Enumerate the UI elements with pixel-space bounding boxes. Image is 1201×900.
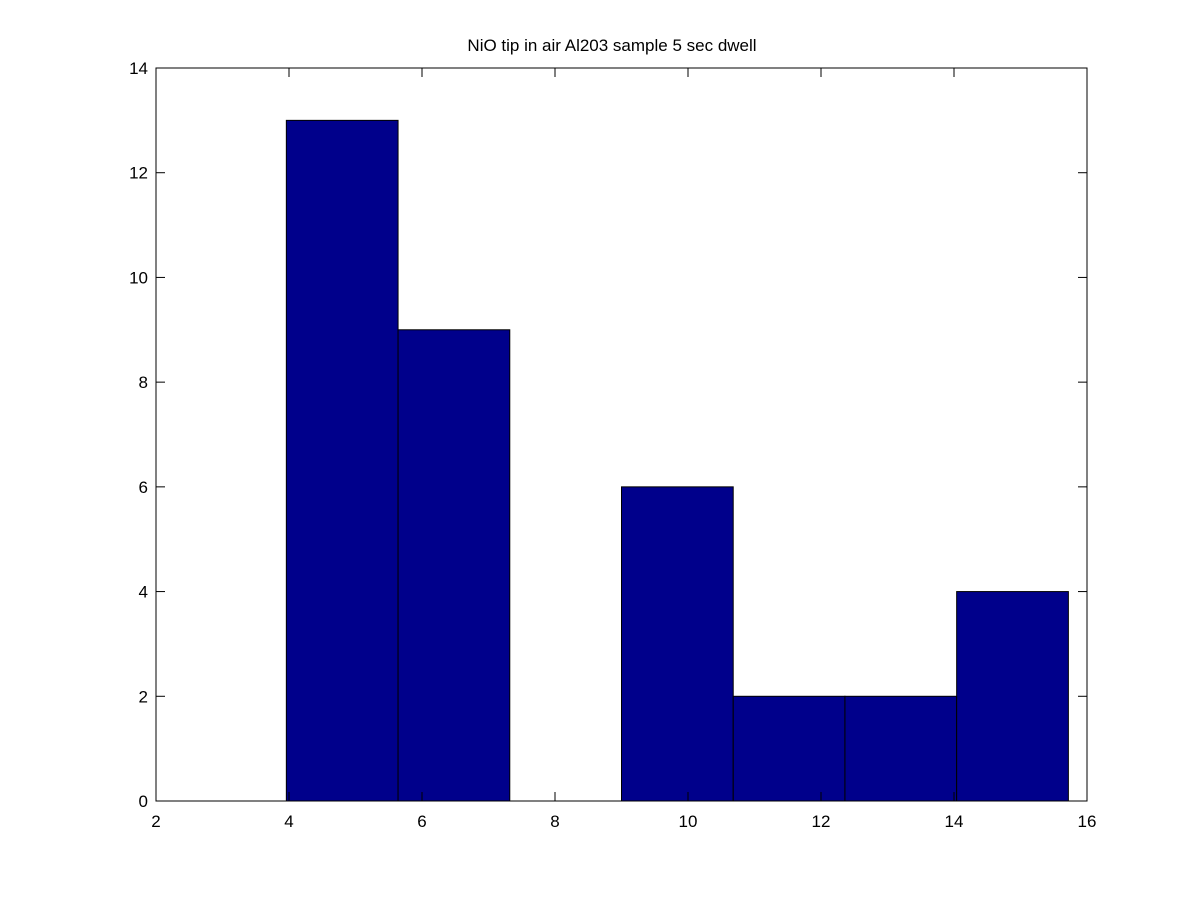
x-tick-label-2: 6 — [417, 812, 426, 831]
y-tick-label-3: 6 — [139, 478, 148, 497]
y-tick-label-2: 4 — [139, 583, 148, 602]
axis-ticks — [155, 67, 1088, 802]
y-tick-label-5: 10 — [129, 268, 148, 287]
chart-title: NiO tip in air Al203 sample 5 sec dwell — [467, 36, 756, 55]
histogram-bar-3 — [621, 486, 734, 802]
x-tick-label-5: 12 — [812, 812, 831, 831]
x-tick-label-6: 14 — [945, 812, 964, 831]
histogram-bar-6 — [956, 591, 1069, 802]
x-tick-label-4: 10 — [679, 812, 698, 831]
x-tick-label-3: 8 — [550, 812, 559, 831]
y-tick-label-6: 12 — [129, 164, 148, 183]
x-tick-label-1: 4 — [284, 812, 293, 831]
histogram-bar-0 — [285, 119, 399, 802]
y-tick-label-1: 2 — [139, 687, 148, 706]
histogram-bar-5 — [844, 695, 958, 802]
y-tick-label-7: 14 — [129, 59, 148, 78]
plot-frame — [155, 67, 1088, 802]
y-tick-label-0: 0 — [139, 792, 148, 811]
y-tick-labels: 0 2 4 6 8 10 12 14 — [129, 59, 148, 811]
y-tick-label-4: 8 — [139, 373, 148, 392]
histogram-bar-4 — [732, 695, 846, 802]
histogram-bar-1 — [397, 329, 511, 802]
x-tick-labels: 2 4 6 8 10 12 14 16 — [151, 812, 1096, 831]
x-tick-label-0: 2 — [151, 812, 160, 831]
x-tick-label-7: 16 — [1078, 812, 1097, 831]
bars-group — [285, 119, 1069, 802]
